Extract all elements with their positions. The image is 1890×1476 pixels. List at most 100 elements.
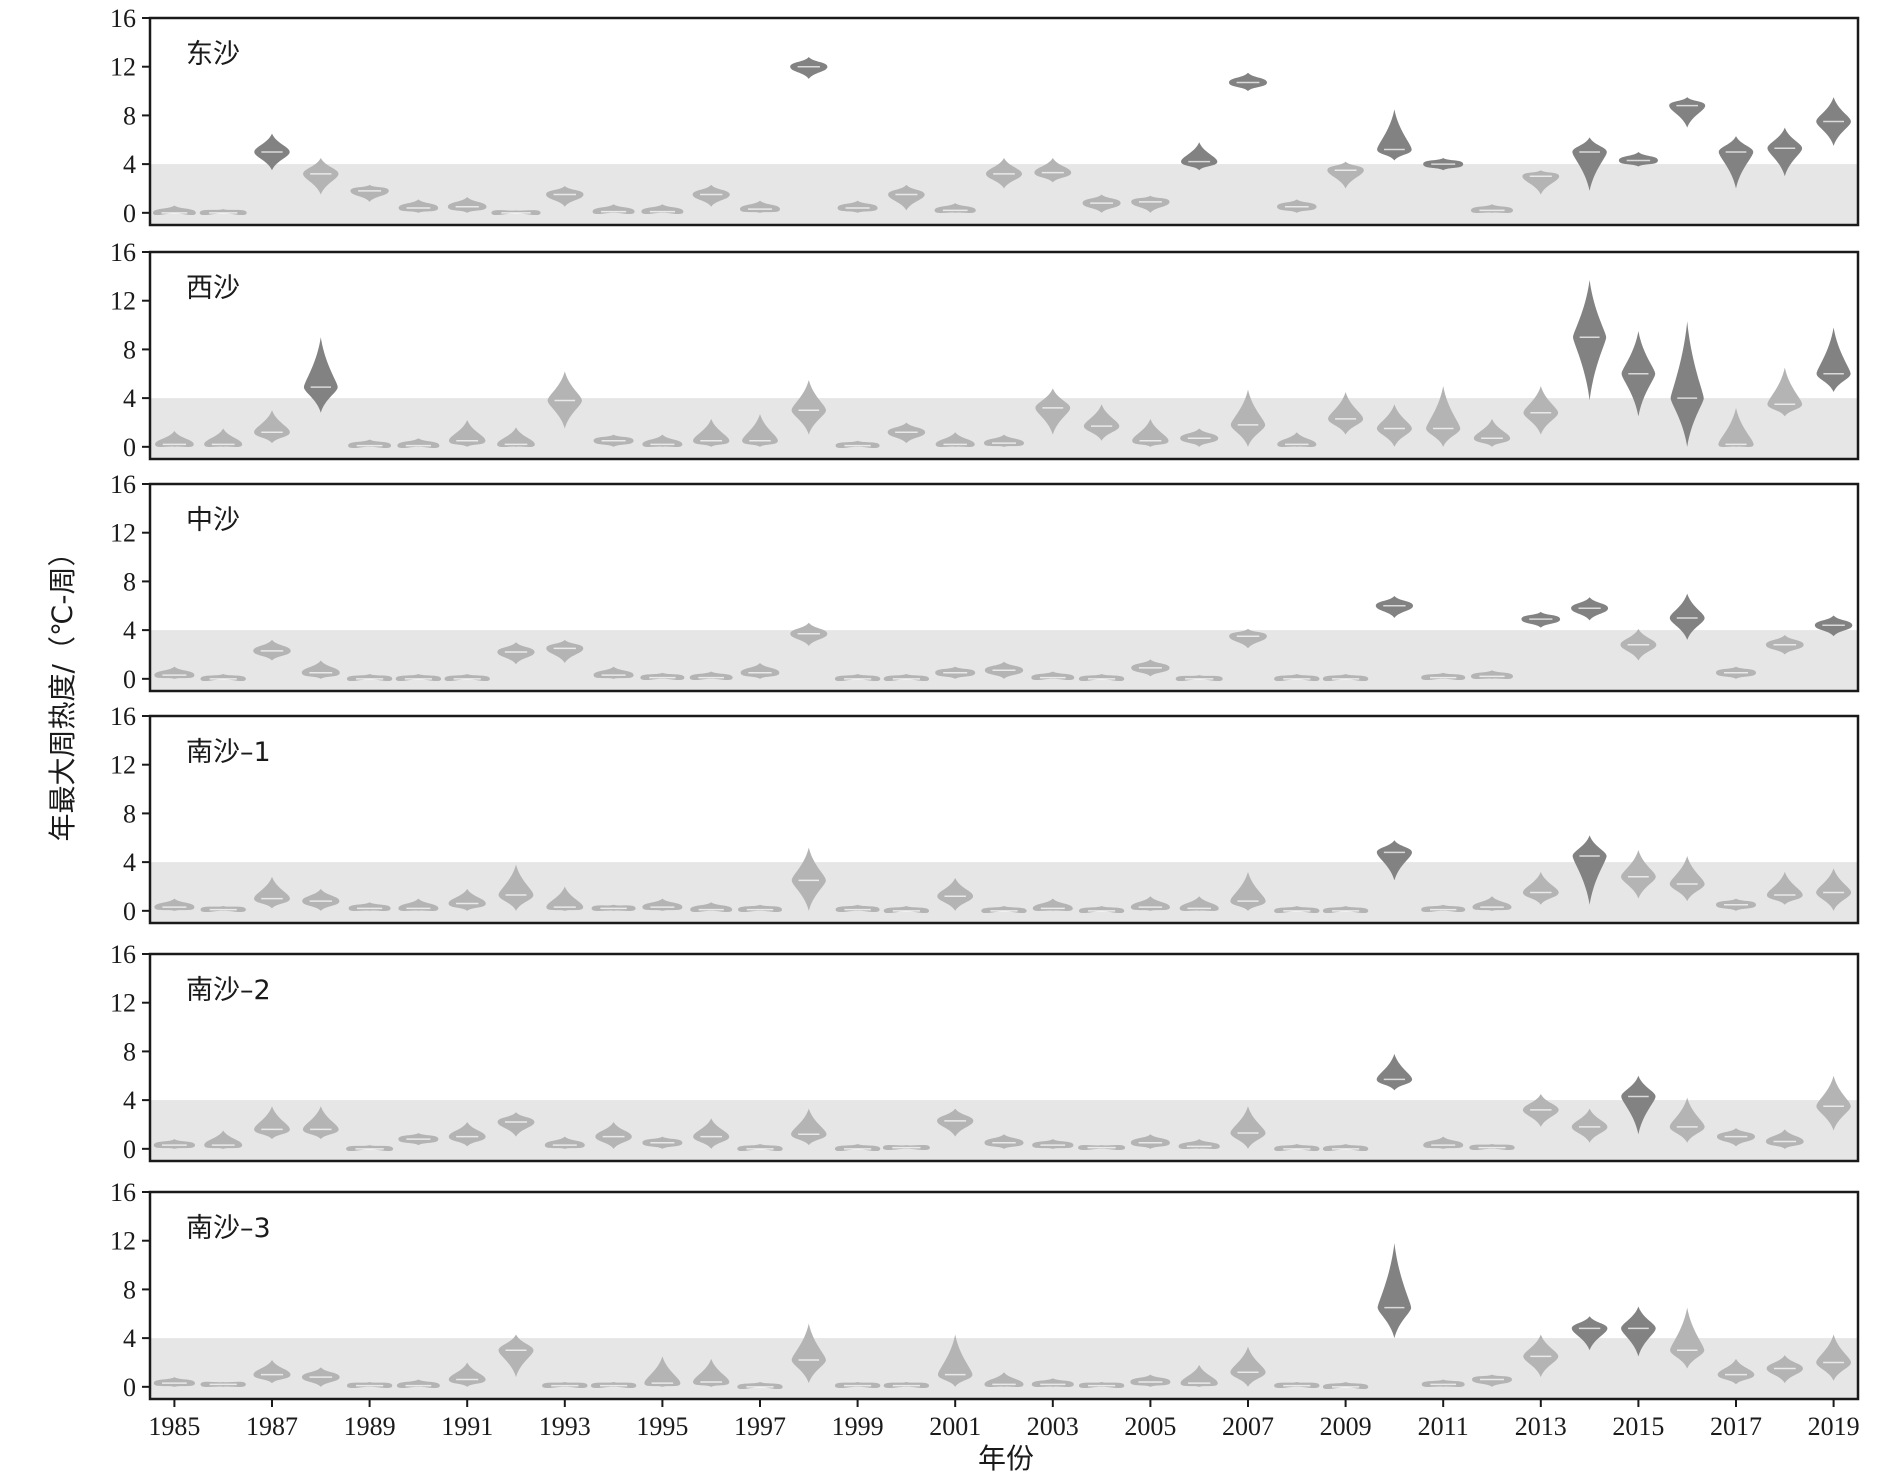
violin-2016 bbox=[1669, 97, 1706, 128]
x-tick-label: 2013 bbox=[1515, 1412, 1567, 1441]
violin-1997 bbox=[742, 413, 778, 447]
violin-2010 bbox=[1377, 1243, 1412, 1339]
x-tick-label: 2005 bbox=[1124, 1412, 1176, 1441]
panels: 0 4 8 12 16 东沙 0 4 8 12 16 西沙 0 4 8 12 16 中沙 0 4 8 12 16 南沙–1 0 4… bbox=[110, 4, 1860, 1402]
violin-1998 bbox=[791, 1323, 826, 1384]
violin-1991 bbox=[448, 888, 486, 911]
violin-1988 bbox=[302, 1106, 339, 1140]
x-tick-label: 2011 bbox=[1418, 1412, 1469, 1441]
y-tick-label: 16 bbox=[110, 4, 136, 33]
violin-1986 bbox=[204, 428, 243, 448]
violin-1998 bbox=[791, 379, 826, 435]
y-tick-label: 0 bbox=[123, 1373, 136, 1402]
violin-2006 bbox=[1179, 896, 1219, 912]
violin-2013 bbox=[1523, 385, 1559, 435]
violin-2001 bbox=[937, 877, 974, 911]
violin-2007 bbox=[1230, 1106, 1266, 1149]
violin-2003 bbox=[1034, 158, 1072, 183]
x-tick-label: 1997 bbox=[734, 1412, 786, 1441]
y-tick-label: 8 bbox=[123, 101, 136, 130]
violin-1987 bbox=[254, 410, 290, 444]
violin-1987 bbox=[254, 1106, 290, 1140]
panel-frame bbox=[148, 482, 1860, 693]
y-tick-label: 8 bbox=[123, 1275, 136, 1304]
y-tick-label: 16 bbox=[110, 940, 136, 969]
violin-1987 bbox=[254, 876, 290, 909]
violins bbox=[153, 1243, 1851, 1390]
violin-1998 bbox=[791, 1108, 827, 1146]
panel-title: 南沙–3 bbox=[186, 1213, 271, 1244]
violin-1992 bbox=[498, 1334, 534, 1378]
violin-1988 bbox=[301, 660, 340, 679]
violin-2014 bbox=[1573, 280, 1607, 401]
violin-2015 bbox=[1621, 849, 1656, 899]
x-tick-label: 2015 bbox=[1612, 1412, 1664, 1441]
violin-2014 bbox=[1571, 1316, 1608, 1351]
violins bbox=[155, 280, 1851, 449]
x-tick-label: 1985 bbox=[148, 1412, 200, 1441]
panel-frame bbox=[148, 714, 1860, 925]
violin-2018 bbox=[1766, 871, 1803, 905]
panel-frame bbox=[148, 952, 1860, 1163]
violin-1996 bbox=[693, 1358, 730, 1387]
y-tick-label: 12 bbox=[110, 53, 136, 82]
threshold-band bbox=[150, 1338, 1858, 1399]
panel-5: 0 4 8 12 16 南沙–2 bbox=[110, 940, 1860, 1164]
x-tick-label: 2009 bbox=[1320, 1412, 1372, 1441]
y-tick-label: 0 bbox=[123, 897, 136, 926]
violin-2002 bbox=[984, 1134, 1024, 1149]
violin-1993 bbox=[546, 639, 584, 663]
y-tick-label: 12 bbox=[110, 519, 136, 548]
violin-2019 bbox=[1816, 1075, 1851, 1131]
violin-2016 bbox=[1669, 1097, 1705, 1143]
violin-2001 bbox=[937, 1334, 973, 1387]
y-tick-label: 4 bbox=[123, 1324, 136, 1353]
violins bbox=[154, 835, 1852, 914]
violin-1996 bbox=[692, 184, 730, 207]
violin-2019 bbox=[1816, 868, 1852, 911]
violin-1988 bbox=[303, 158, 339, 195]
violin-1991 bbox=[448, 1362, 486, 1387]
x-tick-label: 2003 bbox=[1027, 1412, 1079, 1441]
violin-2010 bbox=[1375, 596, 1414, 618]
violin-2015 bbox=[1621, 1075, 1656, 1135]
y-tick-label: 0 bbox=[123, 199, 136, 228]
panel-3: 0 4 8 12 16 中沙 bbox=[110, 470, 1860, 694]
y-tick-label: 12 bbox=[110, 1227, 136, 1256]
threshold-band bbox=[150, 630, 1858, 691]
violin-2016 bbox=[1670, 1307, 1705, 1369]
violins bbox=[153, 1053, 1851, 1152]
y-axis-title: 年最大周热度/（℃-周） bbox=[46, 539, 79, 842]
x-tick-label: 2007 bbox=[1222, 1412, 1274, 1441]
panel-title: 南沙–2 bbox=[186, 975, 271, 1006]
y-tick-label: 0 bbox=[123, 665, 136, 694]
violin-1992 bbox=[497, 1112, 535, 1137]
violins bbox=[152, 56, 1851, 216]
y-tick-label: 4 bbox=[123, 150, 136, 179]
y-tick-label: 8 bbox=[123, 1037, 136, 1066]
y-tick-label: 0 bbox=[123, 433, 136, 462]
violin-2001 bbox=[937, 1108, 974, 1137]
violin-2009 bbox=[1328, 392, 1364, 435]
panel-2: 0 4 8 12 16 西沙 bbox=[110, 238, 1860, 462]
violin-2015 bbox=[1618, 151, 1658, 167]
panel-title: 南沙–1 bbox=[186, 737, 271, 768]
y-tick-label: 12 bbox=[110, 751, 136, 780]
y-tick-label: 8 bbox=[123, 799, 136, 828]
violin-2016 bbox=[1669, 856, 1705, 902]
panel-frame bbox=[148, 250, 1860, 461]
violin-2016 bbox=[1670, 321, 1704, 447]
violin-2006 bbox=[1181, 142, 1218, 171]
violin-2013 bbox=[1522, 871, 1559, 905]
violin-2007 bbox=[1229, 628, 1267, 649]
violin-1993 bbox=[546, 886, 584, 911]
violin-1990 bbox=[398, 199, 439, 213]
violin-2011 bbox=[1426, 385, 1461, 447]
y-tick-label: 8 bbox=[123, 567, 136, 596]
violin-2019 bbox=[1816, 327, 1851, 393]
violin-2003 bbox=[1032, 1139, 1074, 1149]
x-tick-label: 2017 bbox=[1710, 1412, 1762, 1441]
violin-1988 bbox=[303, 337, 338, 413]
violin-2003 bbox=[1035, 388, 1071, 435]
